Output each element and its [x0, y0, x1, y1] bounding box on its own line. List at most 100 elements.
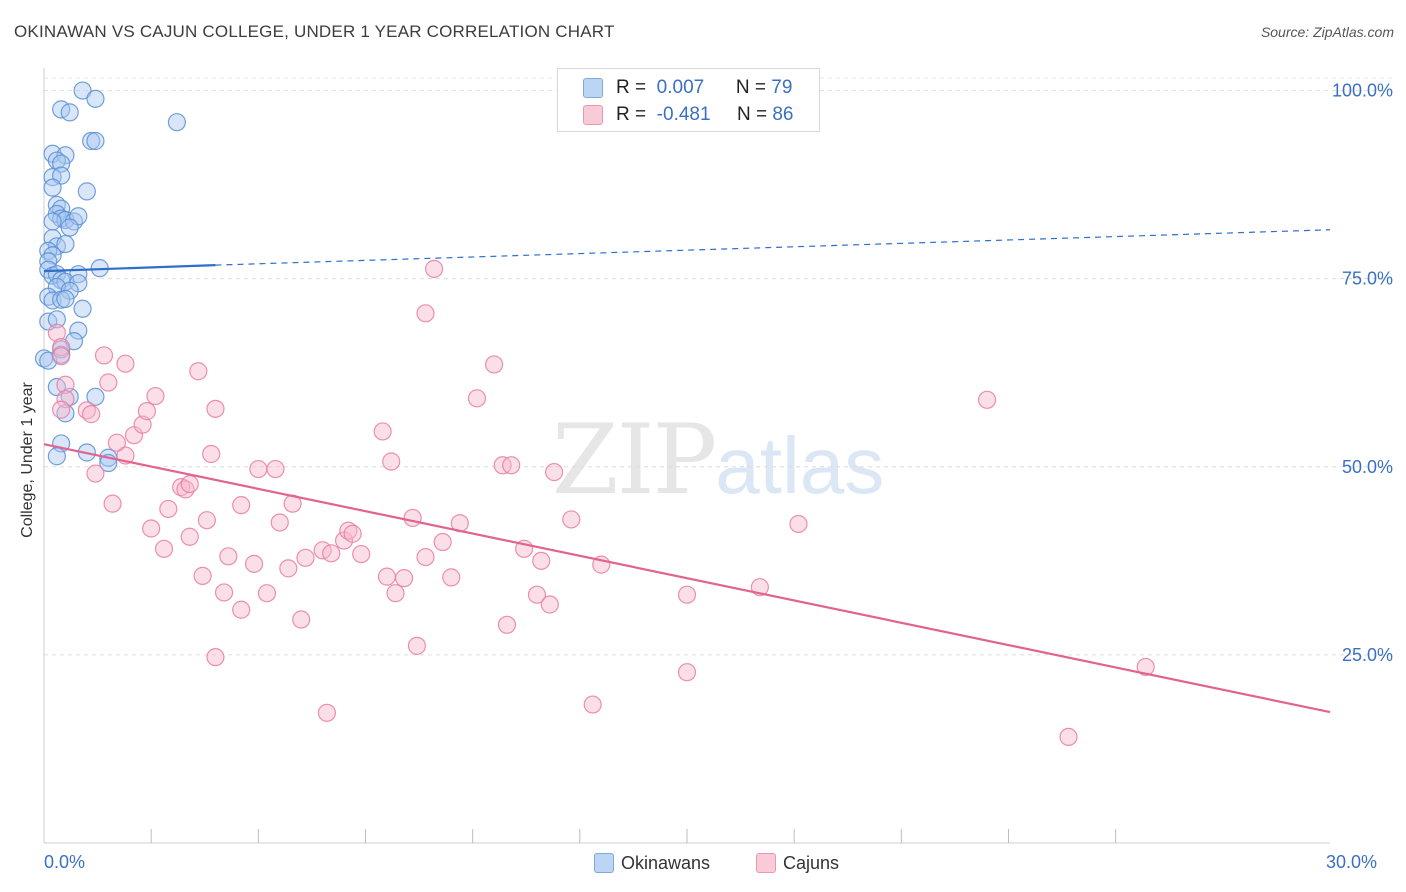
- stats-n-label: N =: [735, 77, 767, 98]
- point-cajuns: [232, 496, 251, 515]
- point-cajuns: [416, 547, 435, 567]
- point-okinawans: [86, 387, 105, 406]
- point-cajuns: [433, 532, 452, 552]
- trend-line-okinawans: [43, 264, 216, 273]
- point-cajuns: [403, 508, 422, 528]
- point-cajuns: [545, 462, 564, 482]
- point-cajuns: [52, 400, 71, 419]
- stats-swatch-cajuns: [583, 105, 603, 125]
- point-cajuns: [540, 595, 559, 614]
- stats-swatch-okinawans: [583, 78, 603, 98]
- point-cajuns: [219, 547, 238, 566]
- point-okinawans: [73, 299, 92, 318]
- point-cajuns: [137, 402, 156, 421]
- point-cajuns: [52, 347, 71, 366]
- point-cajuns: [47, 323, 66, 342]
- point-cajuns: [789, 514, 808, 534]
- point-okinawans: [73, 81, 92, 100]
- point-cajuns: [373, 422, 392, 441]
- point-cajuns: [94, 346, 114, 365]
- point-cajuns: [193, 566, 212, 585]
- legend: Okinawans Cajuns: [0, 852, 1406, 878]
- point-okinawans: [43, 178, 62, 197]
- axes: [43, 68, 1330, 844]
- point-okinawans: [43, 212, 62, 231]
- point-cajuns: [197, 511, 216, 530]
- point-cajuns: [56, 375, 75, 394]
- point-cajuns: [562, 510, 581, 529]
- point-cajuns: [343, 524, 362, 543]
- point-cajuns: [82, 405, 101, 424]
- point-okinawans: [47, 310, 66, 329]
- point-okinawans: [69, 321, 88, 340]
- point-okinawans: [56, 234, 75, 254]
- point-cajuns: [497, 615, 517, 634]
- point-cajuns: [416, 304, 435, 323]
- point-cajuns: [86, 464, 105, 483]
- point-cajuns: [502, 456, 521, 475]
- point-cajuns: [677, 663, 697, 682]
- stats-r-label: R =: [616, 77, 647, 98]
- legend-label-cajuns: Cajuns: [783, 853, 840, 873]
- trend-line-cajuns: [43, 443, 1331, 714]
- point-cajuns: [1136, 657, 1155, 677]
- point-cajuns: [116, 354, 135, 373]
- point-cajuns: [202, 444, 221, 464]
- point-cajuns: [99, 373, 118, 392]
- point-cajuns: [386, 584, 405, 603]
- legend-label-okinawans: Okinawans: [621, 853, 711, 873]
- point-cajuns: [394, 569, 414, 588]
- point-cajuns: [296, 548, 315, 567]
- point-cajuns: [249, 459, 268, 479]
- stats-r-value: 0.007: [656, 77, 705, 98]
- point-cajuns: [206, 648, 225, 667]
- stats-n-value: 86: [772, 104, 794, 125]
- x-tick-label-min: 0.0%: [44, 852, 86, 872]
- point-cajuns: [322, 544, 341, 563]
- y-tick-label: 100.0%: [1332, 81, 1393, 101]
- point-cajuns: [485, 355, 504, 374]
- point-cajuns: [527, 585, 547, 604]
- point-cajuns: [317, 703, 337, 722]
- point-cajuns: [442, 568, 461, 587]
- point-cajuns: [107, 433, 126, 452]
- point-okinawans: [56, 289, 75, 309]
- point-okinawans: [60, 103, 79, 122]
- point-cajuns: [977, 390, 997, 409]
- stats-n-label: N =: [736, 104, 768, 125]
- point-cajuns: [56, 389, 75, 409]
- y-tick-label: 75.0%: [1342, 269, 1393, 289]
- point-okinawans: [77, 182, 96, 201]
- point-cajuns: [279, 559, 298, 578]
- point-okinawans: [60, 218, 79, 237]
- point-cajuns: [142, 519, 161, 538]
- point-cajuns: [257, 584, 277, 603]
- trend-lines: [43, 229, 1331, 714]
- point-cajuns: [180, 527, 199, 546]
- point-cajuns: [532, 551, 551, 570]
- point-cajuns: [133, 415, 152, 434]
- point-cajuns: [206, 399, 225, 418]
- point-cajuns: [424, 259, 444, 278]
- point-cajuns: [154, 539, 174, 558]
- x-tick-label-max: 30.0%: [1326, 852, 1378, 872]
- point-cajuns: [214, 583, 234, 602]
- legend-swatch-okinawans: [594, 853, 614, 873]
- stats-r-label: R =: [616, 104, 647, 125]
- y-tick-label: 25.0%: [1342, 645, 1393, 665]
- point-okinawans: [47, 447, 66, 466]
- point-cajuns: [146, 386, 165, 406]
- point-okinawans: [86, 89, 105, 108]
- point-okinawans: [86, 131, 105, 151]
- point-cajuns: [244, 554, 264, 573]
- point-cajuns: [1059, 727, 1078, 747]
- point-cajuns: [103, 494, 122, 513]
- point-cajuns: [180, 474, 199, 494]
- point-cajuns: [189, 362, 208, 381]
- point-okinawans: [82, 131, 101, 151]
- point-cajuns: [377, 567, 397, 586]
- point-okinawans: [56, 146, 75, 165]
- point-cajuns: [159, 499, 178, 519]
- source-credit: Source: ZipAtlas.com: [1260, 24, 1394, 40]
